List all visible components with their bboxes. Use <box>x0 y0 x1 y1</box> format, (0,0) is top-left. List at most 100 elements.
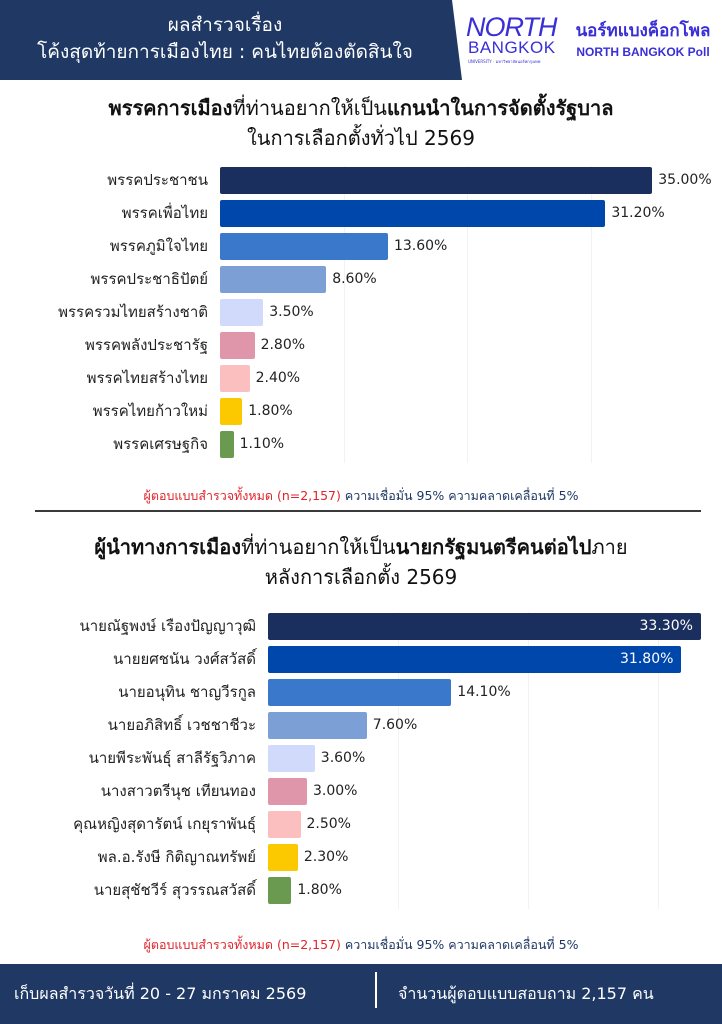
bar-category-label: พรรคเพื่อไทย <box>121 204 208 222</box>
bar-value-label: 2.40% <box>255 370 301 386</box>
bar-row: พล.อ.รังษี กิติญาณทรัพย์ 2.30% <box>0 843 722 871</box>
bar-row: นายอภิสิทธิ์ เวชชาชีวะ 7.60% <box>0 711 722 739</box>
bar-value-label: 33.30% <box>639 618 693 634</box>
bar-row: พรรครวมไทยสร้างชาติ 3.50% <box>0 298 722 326</box>
gridline <box>398 612 399 909</box>
bar-value-label: 13.60% <box>393 238 448 254</box>
bar-row: พรรคประชาธิปัตย์ 8.60% <box>0 265 722 293</box>
footer: เก็บผลสำรวจวันที่ 20 - 27 มกราคม 2569 จำ… <box>0 964 722 1024</box>
bar-row: พรรคภูมิใจไทย 13.60% <box>0 232 722 260</box>
bar-row: พรรคพลังประชารัฐ 2.80% <box>0 331 722 359</box>
bar <box>220 299 264 326</box>
bar-row: พรรคเพื่อไทย 31.20% <box>0 199 722 227</box>
north-bangkok-logo: NORTH BANGKOK UNIVERSITY · มหาวิทยาลัยนอ… <box>466 12 566 68</box>
bar-value-label: 1.80% <box>248 403 293 419</box>
bar-value-label: 3.00% <box>313 783 358 799</box>
header-title-line1: ผลสำรวจเรื่อง <box>167 14 283 36</box>
bar-value-label: 7.60% <box>372 717 418 733</box>
chart2-title-line2: หลังการเลือกตั้ง 2569 <box>264 565 458 589</box>
bar <box>220 398 243 425</box>
bar-category-label: พรรครวมไทยสร้างชาติ <box>58 303 208 321</box>
bar-value-label: 31.20% <box>611 205 665 221</box>
bar-row: นายอนุทิน ชาญวีรกูล 14.10% <box>0 678 722 706</box>
bar-category-label: นายอภิสิทธิ์ เวชชาชีวะ <box>107 716 256 734</box>
bar-category-label: พรรคประชาธิปัตย์ <box>90 270 208 288</box>
poll-name-english: NORTH BANGKOK Poll <box>576 45 710 59</box>
bar <box>268 613 701 640</box>
gridline <box>658 612 659 909</box>
header-title-line2: โค้งสุดท้ายการเมืองไทย : คนไทยต้องตัดสิน… <box>37 41 413 63</box>
bar-value-label: 31.80% <box>620 651 674 667</box>
chart1-sample-note: ผู้ตอบแบบสำรวจทั้งหมด (n=2,157) ความเชื่… <box>143 488 579 503</box>
bar <box>220 365 250 392</box>
bar-category-label: พรรคไทยก้าวใหม่ <box>92 402 208 420</box>
bar <box>268 646 682 673</box>
bar <box>268 877 292 904</box>
bar-category-label: พรรคพลังประชารัฐ <box>84 336 208 354</box>
bar-value-label: 3.60% <box>320 750 366 766</box>
footer-separator <box>375 972 377 1008</box>
logo-north-text: NORTH <box>466 12 558 42</box>
logo-subtitle: UNIVERSITY · มหาวิทยาลัยนอร์ทกรุงเทพ <box>468 59 541 64</box>
bar-category-label: นางสาวตรีนุช เทียนทอง <box>100 782 256 800</box>
gridline <box>343 166 345 463</box>
bar <box>268 679 452 706</box>
bar-row: นายสุชัชวีร์ สุวรรณสวัสดิ์ 1.80% <box>0 876 722 904</box>
logo-bangkok-text: BANGKOK <box>468 38 556 57</box>
gridline <box>590 166 592 463</box>
bar <box>220 266 327 293</box>
bar-category-label: พรรคไทยสร้างไทย <box>86 369 208 387</box>
bar-category-label: พรรคประชาชน <box>107 171 208 189</box>
bar <box>220 233 388 260</box>
bar-row: พรรคไทยก้าวใหม่ 1.80% <box>0 397 722 425</box>
bar-value-label: 1.80% <box>297 882 342 898</box>
bar-row: พรรคเศรษฐกิจ 1.10% <box>0 430 722 458</box>
bar-category-label: นายอนุทิน ชาญวีรกูล <box>118 683 256 701</box>
bar-row: นายพีระพันธุ์ สาลีรัฐวิภาค 3.60% <box>0 744 722 772</box>
bar-value-label: 2.50% <box>306 816 351 832</box>
bar-category-label: พรรคภูมิใจไทย <box>109 237 208 255</box>
bar-category-label: นายสุชัชวีร์ สุวรรณสวัสดิ์ <box>93 881 256 899</box>
poll-name-thai: นอร์ทแบงค็อกโพล <box>575 21 711 41</box>
chart2-title-line1: ผู้นำทางการเมืองที่ท่านอยากให้เป็นนายกรั… <box>94 535 628 559</box>
header: ผลสำรวจเรื่อง โค้งสุดท้ายการเมืองไทย : ค… <box>0 0 722 80</box>
chart1-title-line2: ในการเลือกตั้งทั่วไป 2569 <box>247 126 475 150</box>
bar-row: คุณหญิงสุดารัตน์ เกยุราพันธุ์ 2.50% <box>0 810 722 838</box>
chart2-sample-note: ผู้ตอบแบบสำรวจทั้งหมด (n=2,157) ความเชื่… <box>143 937 579 952</box>
survey-period: เก็บผลสำรวจวันที่ 20 - 27 มกราคม 2569 <box>14 984 307 1003</box>
bar-value-label: 1.10% <box>239 436 285 452</box>
bar <box>220 431 234 458</box>
bar-value-label: 2.30% <box>303 849 349 865</box>
bar <box>220 200 606 227</box>
bar-value-label: 35.00% <box>658 172 712 188</box>
respondent-count: จำนวนผู้ตอบแบบสอบถาม 2,157 คน <box>398 984 654 1003</box>
bar-row: พรรคไทยสร้างไทย 2.40% <box>0 364 722 392</box>
bar <box>268 745 315 772</box>
header-title: ผลสำรวจเรื่อง โค้งสุดท้ายการเมืองไทย : ค… <box>0 12 450 66</box>
bar <box>220 332 255 359</box>
bar-row: พรรคประชาชน 35.00% <box>0 166 722 194</box>
bar <box>268 811 301 838</box>
gridline <box>528 612 529 909</box>
gridline <box>467 166 468 463</box>
bar-value-label: 14.10% <box>457 684 511 700</box>
bar-row: นายณัฐพงษ์ เรืองปัญญาวุฒิ 33.30% <box>0 612 722 640</box>
bar <box>268 844 298 871</box>
bar <box>268 778 307 805</box>
chart1-title: พรรคการเมืองที่ท่านอยากให้เป็นแกนนำในการ… <box>0 93 722 153</box>
section-divider <box>35 510 701 512</box>
header-title-band <box>0 0 462 80</box>
bar <box>220 167 653 194</box>
bar-category-label: นายพีระพันธุ์ สาลีรัฐวิภาค <box>88 749 256 767</box>
bar-category-label: นายณัฐพงษ์ เรืองปัญญาวุฒิ <box>79 617 256 635</box>
bar-row: นางสาวตรีนุช เทียนทอง 3.00% <box>0 777 722 805</box>
bar-category-label: พรรคเศรษฐกิจ <box>113 435 208 453</box>
bar-category-label: พล.อ.รังษี กิติญาณทรัพย์ <box>97 848 256 866</box>
chart2-title: ผู้นำทางการเมืองที่ท่านอยากให้เป็นนายกรั… <box>0 532 722 592</box>
bar-value-label: 3.50% <box>269 304 314 320</box>
bar-row: นายยศชนัน วงศ์สวัสดิ์ 31.80% <box>0 645 722 673</box>
bar-category-label: นายยศชนัน วงศ์สวัสดิ์ <box>113 650 256 668</box>
bar-value-label: 8.60% <box>332 271 377 287</box>
chart1-title-line1: พรรคการเมืองที่ท่านอยากให้เป็นแกนนำในการ… <box>108 96 614 120</box>
bar-value-label: 2.80% <box>260 337 306 353</box>
